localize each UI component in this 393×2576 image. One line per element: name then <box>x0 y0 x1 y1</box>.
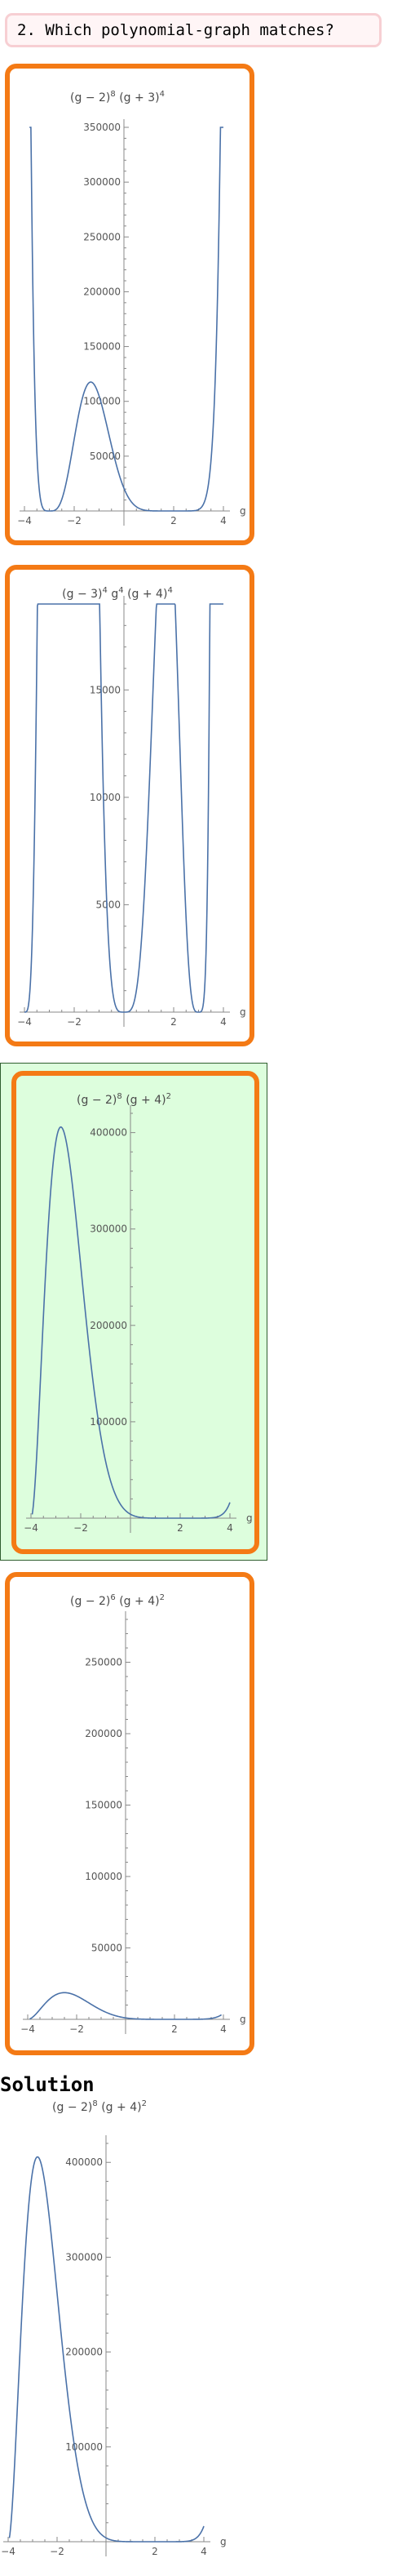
x-tick-label: −4 <box>24 1522 38 1534</box>
y-tick-label: 150000 <box>83 341 121 353</box>
x-tick-label: −4 <box>20 2023 35 2035</box>
x-tick-label: −2 <box>69 2023 84 2035</box>
option-card-4[interactable]: (g − 2)6 (g + 4)2 −4 −2 2 4 g 50000 100000 15000… <box>5 1572 254 2055</box>
y-tick-label: 400000 <box>65 2156 103 2168</box>
y-tick-label: 100000 <box>83 396 121 407</box>
y-tick-label: 100000 <box>85 1871 122 1882</box>
y-tick-label: 200000 <box>85 1728 122 1739</box>
y-tick-label: 250000 <box>83 231 121 242</box>
x-tick-label: −2 <box>50 2546 64 2557</box>
x-tick-label: 4 <box>201 2546 207 2557</box>
x-tick-label: −4 <box>17 1016 32 1028</box>
y-tick-label: 200000 <box>65 2347 103 2358</box>
x-tick-label: 2 <box>171 2023 178 2035</box>
plot-svg: (g − 2)8 (g + 4)2 −4 −2 2 4 g 100000 200000 3000… <box>1 2099 227 2557</box>
plot-title: (g − 3)4 g4 (g + 4)4 <box>62 586 173 601</box>
x-tick-label: 2 <box>170 515 177 526</box>
x-tick-label: 2 <box>177 1522 183 1534</box>
x-tick-label: −4 <box>1 2546 15 2557</box>
y-tick-label: 300000 <box>90 1224 127 1235</box>
x-axis-label: g <box>240 1006 246 1018</box>
option-card-2[interactable]: (g − 3)4 g4 (g + 4)4 −4 −2 2 4 g 5000 10000 1500… <box>5 565 254 1046</box>
option-card-3[interactable]: (g − 2)8 (g + 4)2 −4 −2 2 4 g 100000 200000 3000… <box>11 1071 259 1554</box>
x-tick-label: −2 <box>67 1016 82 1028</box>
x-tick-label: 2 <box>152 2546 158 2557</box>
y-tick-label: 10000 <box>90 792 121 803</box>
y-tick-label: 100000 <box>65 2441 103 2453</box>
x-tick-label: 4 <box>220 2023 227 2035</box>
x-axis-label: g <box>240 505 246 517</box>
plot-title: (g − 2)8 (g + 3)4 <box>70 90 165 104</box>
plot-title: (g − 2)8 (g + 4)2 <box>77 1092 171 1107</box>
option-card-1[interactable]: (g − 2)8 (g + 3)4 −4 −2 2 4 g 50000 100000 15000… <box>5 64 254 545</box>
plot-svg: (g − 2)6 (g + 4)2 −4 −2 2 4 g 50000 100000 15000… <box>20 1593 246 2035</box>
question-text: 2. Which polynomial-graph matches? <box>17 21 334 39</box>
x-axis-label: g <box>220 2536 227 2547</box>
y-tick-label: 250000 <box>85 1657 122 1668</box>
x-tick-label: 4 <box>220 1016 227 1028</box>
y-tick-label: 350000 <box>83 122 121 133</box>
series-line <box>29 127 223 512</box>
y-tick-label: 5000 <box>95 899 121 910</box>
x-tick-label: 4 <box>227 1522 233 1534</box>
x-tick-label: −4 <box>17 515 32 526</box>
y-tick-label: 200000 <box>83 286 121 297</box>
y-tick-label: 50000 <box>90 451 121 462</box>
x-axis-label: g <box>246 1512 253 1524</box>
series-line <box>29 1992 223 2020</box>
y-tick-label: 200000 <box>90 1320 127 1331</box>
solution-heading: Solution <box>0 2073 95 2096</box>
y-tick-label: 150000 <box>85 1800 122 1811</box>
series-line <box>31 1126 231 1519</box>
question-banner: 2. Which polynomial-graph matches? <box>5 13 382 47</box>
plot-svg: (g − 3)4 g4 (g + 4)4 −4 −2 2 4 g 5000 10000 1500… <box>17 586 246 1028</box>
y-tick-label: 50000 <box>91 1943 122 1954</box>
y-tick-label: 300000 <box>83 176 121 188</box>
plot-title: (g − 2)6 (g + 4)2 <box>70 1593 165 1608</box>
x-tick-label: 2 <box>170 1016 177 1028</box>
plot-svg: (g − 2)8 (g + 4)2 −4 −2 2 4 g 100000 200000 3000… <box>24 1092 253 1534</box>
y-tick-label: 400000 <box>90 1127 127 1139</box>
x-tick-label: 4 <box>220 515 227 526</box>
x-tick-label: −2 <box>67 515 82 526</box>
plot-title: (g − 2)8 (g + 4)2 <box>52 2099 147 2114</box>
x-tick-label: −2 <box>73 1522 88 1534</box>
series-line <box>8 2156 205 2543</box>
plot-svg: (g − 2)8 (g + 3)4 −4 −2 2 4 g 50000 100000 15000… <box>17 90 246 526</box>
y-tick-label: 15000 <box>90 684 121 695</box>
x-axis-label: g <box>240 2014 246 2025</box>
y-tick-label: 300000 <box>65 2251 103 2263</box>
solution-plot: (g − 2)8 (g + 4)2 −4 −2 2 4 g 100000 200000 3000… <box>0 2094 245 2576</box>
series-line <box>24 603 223 1013</box>
y-tick-label: 100000 <box>90 1416 127 1428</box>
